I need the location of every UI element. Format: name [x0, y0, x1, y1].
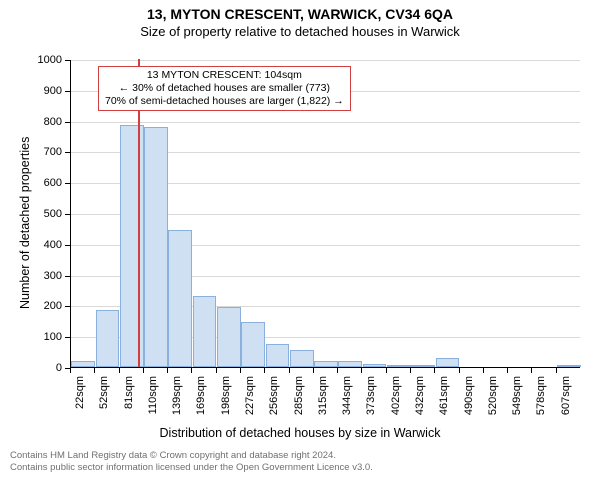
x-tick-mark [337, 368, 338, 373]
gridline [71, 60, 580, 61]
histogram-bar [411, 365, 435, 367]
x-tick-mark [70, 368, 71, 373]
y-tick-mark [65, 214, 70, 215]
histogram-bar [168, 230, 192, 367]
histogram-bar [217, 307, 241, 367]
x-tick-mark [240, 368, 241, 373]
x-tick-label: 169sqm [195, 376, 207, 415]
x-tick-mark [361, 368, 362, 373]
x-tick-label: 373sqm [365, 376, 377, 415]
x-tick-mark [410, 368, 411, 373]
x-tick-label: 607sqm [560, 376, 572, 415]
y-tick-label: 800 [30, 116, 62, 128]
histogram-bar [387, 365, 411, 367]
page-title: 13, MYTON CRESCENT, WARWICK, CV34 6QA [0, 0, 600, 22]
page-subtitle: Size of property relative to detached ho… [0, 22, 600, 39]
histogram-bar [290, 350, 314, 367]
x-tick-label: 344sqm [341, 376, 353, 415]
x-tick-label: 315sqm [317, 376, 329, 415]
x-tick-label: 402sqm [390, 376, 402, 415]
marker-annotation: 13 MYTON CRESCENT: 104sqm ← 30% of detac… [98, 66, 351, 111]
x-tick-label: 490sqm [463, 376, 475, 415]
x-tick-mark [264, 368, 265, 373]
x-tick-label: 549sqm [511, 376, 523, 415]
x-tick-label: 81sqm [123, 376, 135, 409]
x-tick-label: 520sqm [487, 376, 499, 415]
annotation-line: 70% of semi-detached houses are larger (… [105, 95, 344, 108]
histogram-bar [120, 125, 144, 367]
y-tick-mark [65, 245, 70, 246]
x-tick-mark [483, 368, 484, 373]
histogram-bar [96, 310, 120, 367]
y-tick-mark [65, 122, 70, 123]
x-tick-label: 198sqm [220, 376, 232, 415]
y-tick-mark [65, 152, 70, 153]
histogram-bar [363, 364, 387, 367]
y-tick-label: 100 [30, 331, 62, 343]
x-tick-mark [289, 368, 290, 373]
x-tick-mark [191, 368, 192, 373]
x-tick-mark [313, 368, 314, 373]
x-tick-mark [531, 368, 532, 373]
attribution-footer: Contains HM Land Registry data © Crown c… [10, 450, 373, 474]
gridline [71, 122, 580, 123]
histogram-bar [71, 361, 95, 367]
y-tick-mark [65, 276, 70, 277]
x-tick-mark [216, 368, 217, 373]
x-tick-mark [556, 368, 557, 373]
x-axis-label: Distribution of detached houses by size … [0, 426, 600, 440]
y-tick-mark [65, 91, 70, 92]
x-tick-mark [167, 368, 168, 373]
x-tick-label: 285sqm [293, 376, 305, 415]
x-tick-mark [143, 368, 144, 373]
histogram-bar [266, 344, 290, 367]
y-tick-mark [65, 60, 70, 61]
y-tick-mark [65, 306, 70, 307]
y-tick-label: 1000 [30, 54, 62, 66]
x-tick-label: 110sqm [147, 376, 159, 414]
annotation-line: ← 30% of detached houses are smaller (77… [105, 82, 344, 95]
footer-line: Contains HM Land Registry data © Crown c… [10, 450, 373, 462]
x-tick-label: 227sqm [244, 376, 256, 415]
y-tick-label: 500 [30, 208, 62, 220]
y-tick-mark [65, 183, 70, 184]
histogram-bar [144, 127, 168, 367]
x-tick-mark [94, 368, 95, 373]
y-tick-label: 600 [30, 177, 62, 189]
x-tick-label: 432sqm [414, 376, 426, 415]
x-tick-mark [434, 368, 435, 373]
y-tick-label: 700 [30, 146, 62, 158]
histogram-bar [338, 361, 362, 367]
annotation-line: 13 MYTON CRESCENT: 104sqm [105, 69, 344, 82]
x-tick-mark [459, 368, 460, 373]
x-tick-label: 461sqm [438, 376, 450, 415]
x-tick-label: 578sqm [535, 376, 547, 415]
histogram-bar [314, 361, 338, 367]
y-tick-label: 200 [30, 300, 62, 312]
x-tick-mark [119, 368, 120, 373]
x-tick-label: 52sqm [98, 376, 110, 409]
footer-line: Contains public sector information licen… [10, 462, 373, 474]
y-tick-mark [65, 337, 70, 338]
x-tick-label: 256sqm [268, 376, 280, 415]
y-tick-label: 300 [30, 270, 62, 282]
x-tick-mark [386, 368, 387, 373]
x-tick-label: 139sqm [171, 376, 183, 415]
histogram-bar [436, 358, 460, 367]
y-tick-label: 900 [30, 85, 62, 97]
x-tick-mark [507, 368, 508, 373]
y-axis-label: Number of detached properties [18, 137, 32, 309]
y-tick-label: 0 [30, 362, 62, 374]
histogram-bar [193, 296, 217, 367]
y-tick-label: 400 [30, 239, 62, 251]
histogram-bar [557, 365, 581, 367]
histogram-bar [241, 322, 265, 367]
x-tick-label: 22sqm [74, 376, 86, 409]
